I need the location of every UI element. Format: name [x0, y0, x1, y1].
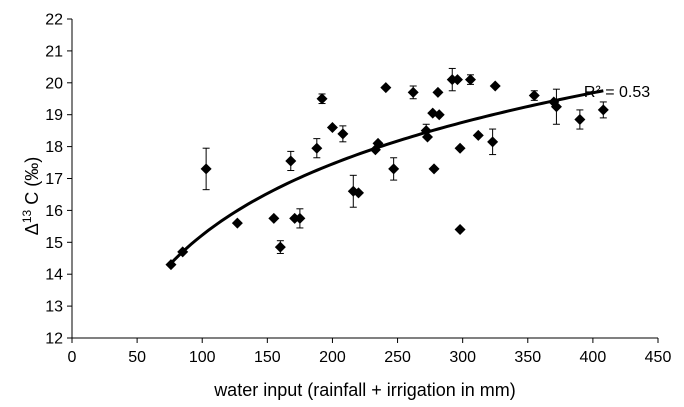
y-tick-label: 16 — [45, 203, 63, 220]
data-point — [294, 212, 306, 224]
axes — [71, 19, 658, 339]
data-point — [432, 86, 444, 98]
x-tick-label: 400 — [580, 349, 607, 366]
data-point — [528, 90, 540, 102]
x-tick-label: 250 — [384, 349, 411, 366]
y-tick-label: 12 — [45, 331, 63, 348]
y-tick-label: 20 — [45, 75, 63, 92]
data-point — [311, 142, 323, 154]
data-points — [165, 67, 609, 271]
y-tick-label: 22 — [45, 12, 63, 29]
data-point — [472, 129, 484, 141]
x-tick-label: 50 — [128, 349, 146, 366]
x-tick-label: 300 — [449, 349, 476, 366]
y-tick-label: 19 — [45, 107, 63, 124]
y-tick-label: 15 — [45, 235, 63, 252]
y-tick-label: 13 — [45, 299, 63, 316]
data-point — [177, 246, 189, 258]
x-tick-label: 100 — [189, 349, 216, 366]
data-point — [352, 187, 364, 199]
data-point — [326, 121, 338, 133]
trendline — [168, 89, 604, 266]
data-point — [380, 82, 392, 94]
data-point — [285, 155, 297, 167]
data-point — [200, 163, 212, 175]
y-axis-title: Δ13 C (‰) — [20, 157, 42, 235]
data-point — [574, 113, 586, 125]
trendline-group — [168, 89, 604, 266]
y-tick-label: 18 — [45, 139, 63, 156]
data-point — [422, 131, 434, 143]
x-axis-title: water input (rainfall + irrigation in mm… — [213, 380, 516, 400]
y-axis-title-rest: C (‰) — [22, 157, 42, 210]
data-point — [487, 136, 499, 148]
data-point — [231, 217, 243, 229]
y-tick-label: 17 — [45, 171, 63, 188]
data-point — [489, 80, 501, 92]
data-point — [165, 259, 177, 271]
y-axis-ticks: 12 13 14 15 16 17 18 19 20 21 22 — [45, 12, 72, 348]
data-point — [388, 163, 400, 175]
data-point — [454, 142, 466, 154]
data-point — [550, 101, 562, 113]
r-squared-annotation: R² = 0.53 — [584, 84, 650, 101]
data-point — [372, 137, 384, 149]
y-axis-title-superscript: 13 — [20, 209, 34, 223]
x-tick-label: 150 — [254, 349, 281, 366]
data-point — [407, 86, 419, 98]
data-point — [597, 104, 609, 116]
x-tick-label: 0 — [68, 349, 77, 366]
data-point — [274, 241, 286, 253]
data-point — [428, 163, 440, 175]
x-axis-ticks: 0 50 100 150 200 250 300 350 400 450 — [68, 338, 672, 366]
x-tick-label: 450 — [645, 349, 672, 366]
data-point — [451, 74, 463, 86]
data-point — [337, 128, 349, 140]
y-axis-title-delta: Δ — [22, 223, 42, 235]
data-point — [268, 212, 280, 224]
y-tick-label: 14 — [45, 267, 63, 284]
x-tick-label: 350 — [514, 349, 541, 366]
data-point — [464, 74, 476, 86]
y-tick-label: 21 — [45, 43, 63, 60]
data-point — [454, 224, 466, 236]
x-tick-label: 200 — [319, 349, 346, 366]
data-point — [316, 93, 328, 105]
data-point — [433, 109, 445, 121]
